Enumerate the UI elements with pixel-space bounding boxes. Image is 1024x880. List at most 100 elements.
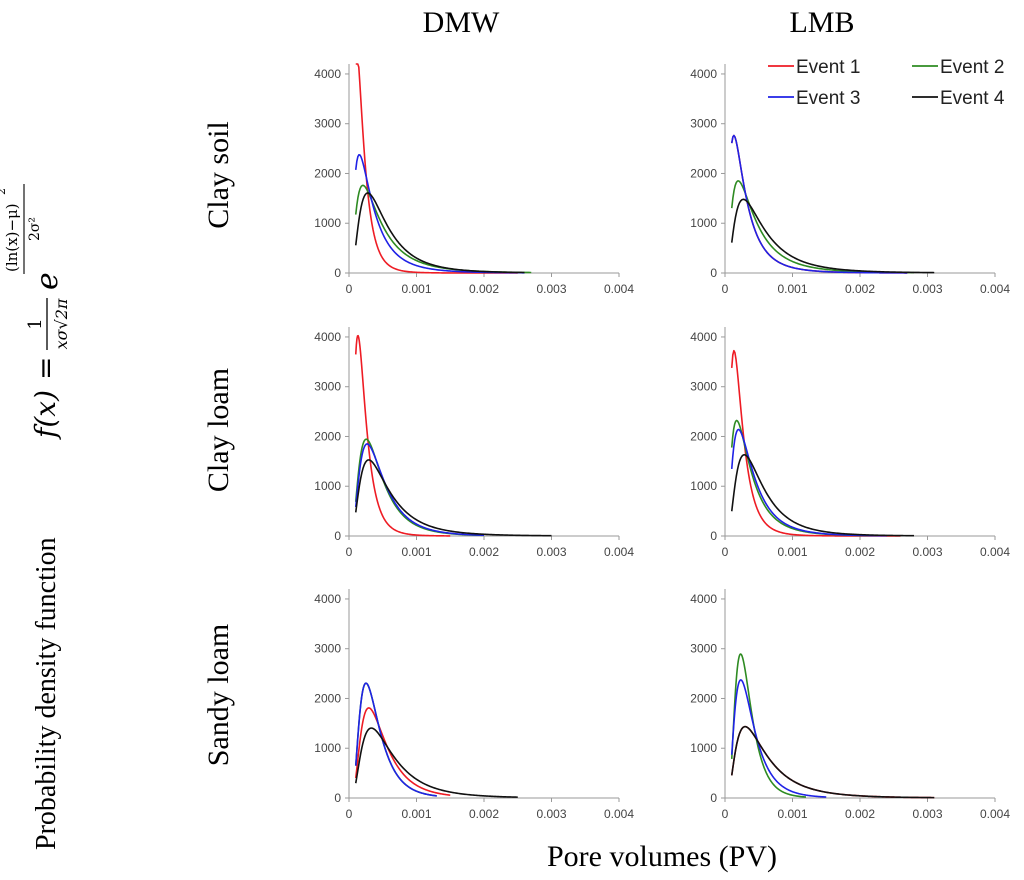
formula-equals: =	[29, 357, 62, 380]
x-tick-label: 0.002	[845, 282, 875, 296]
panel-lmb-clay-loam: 0 1000 2000 3000 4000 0 0.001 0.002 0.003 0.004	[690, 327, 1010, 559]
y-tick-label: 4000	[314, 67, 341, 81]
series-line-event-4-lmb-sandy-loam	[730, 725, 935, 799]
y-tick-label: 4000	[314, 330, 341, 344]
x-tick-label: 0.003	[912, 282, 942, 296]
y-tick-label: 4000	[314, 592, 341, 606]
y-tick-label: 2000	[690, 429, 717, 443]
series-line-event-4-lmb-clay-soil	[730, 198, 935, 274]
x-tick-label: 0.004	[980, 545, 1010, 559]
y-tick-label: 3000	[690, 642, 717, 656]
series-line-event-2-dmw-clay-soil	[354, 184, 532, 274]
x-tick-label: 0.003	[912, 807, 942, 821]
y-tick-label: 1000	[690, 216, 717, 230]
y-axis-label: Probability density function f(x) = 1 xσ…	[0, 184, 71, 850]
y-tick-label: 2000	[690, 166, 717, 180]
y-tick-label: 4000	[690, 592, 717, 606]
x-tick-label: 0.003	[912, 545, 942, 559]
y-tick-label: 4000	[690, 330, 717, 344]
panel-dmw-clay-loam: 0 1000 2000 3000 4000 0 0.001 0.002 0.003 0.004	[314, 327, 634, 559]
formula-base-e: e	[30, 272, 65, 290]
y-tick-label: 1000	[314, 216, 341, 230]
x-tick-label: 0.003	[536, 807, 566, 821]
x-tick-label: 0.002	[845, 545, 875, 559]
y-tick-label: 0	[334, 529, 341, 543]
panel-dmw-clay-soil: 0 1000 2000 3000 4000 0 0.001 0.002 0.003 0.004	[314, 63, 634, 296]
x-tick-label: 0.002	[469, 282, 499, 296]
formula-lhs: f(x)	[29, 390, 62, 440]
row-label-clay-soil: Clay soil	[202, 121, 235, 229]
x-tick-label: 0.004	[604, 282, 634, 296]
column-title-lmb: LMB	[789, 6, 854, 39]
panel-lmb-clay-soil: 0 1000 2000 3000 4000 0 0.001 0.002 0.003 0.004	[690, 64, 1010, 296]
series-line-event-4-dmw-sandy-loam	[354, 727, 518, 798]
series-line-event-3-lmb-clay-soil	[730, 134, 908, 274]
row-label-sandy-loam: Sandy loam	[202, 624, 235, 767]
series-line-event-3-dmw-sandy-loam	[354, 682, 438, 797]
legend-label-event-3: Event 3	[796, 88, 860, 109]
x-tick-label: 0	[346, 545, 353, 559]
x-tick-label: 0	[722, 282, 729, 296]
formula-numerator: 1	[25, 318, 46, 329]
x-tick-label: 0.004	[604, 807, 634, 821]
x-tick-label: 0.004	[980, 807, 1010, 821]
x-tick-label: 0.001	[777, 282, 807, 296]
y-tick-label: 0	[710, 266, 717, 280]
y-tick-label: 1000	[314, 741, 341, 755]
panel-dmw-sandy-loam: 0 1000 2000 3000 4000 0 0.001 0.002 0.003 0.004	[314, 589, 634, 821]
y-tick-label: 2000	[314, 691, 341, 705]
series-line-event-4-lmb-clay-loam	[730, 453, 915, 537]
panel-lmb-sandy-loam: 0 1000 2000 3000 4000 0 0.001 0.002 0.003 0.004	[690, 589, 1010, 821]
legend: Event 1 Event 2 Event 3 Event 4	[768, 57, 1005, 109]
y-tick-label: 2000	[314, 166, 341, 180]
y-axis-label-text: Probability density function	[31, 537, 62, 850]
y-tick-label: 3000	[690, 380, 717, 394]
y-tick-label: 0	[334, 791, 341, 805]
y-tick-label: 2000	[690, 691, 717, 705]
y-tick-label: 0	[710, 791, 717, 805]
y-tick-label: 3000	[314, 117, 341, 131]
x-tick-label: 0	[722, 807, 729, 821]
series-line-event-1-lmb-clay-loam	[730, 349, 901, 537]
series-line-event-1-lmb-clay-soil	[730, 134, 908, 274]
x-tick-label: 0.001	[777, 807, 807, 821]
series-line-event-2-lmb-sandy-loam	[730, 653, 807, 798]
formula-denominator: xσ√2π	[52, 298, 71, 349]
x-tick-label: 0.001	[401, 282, 431, 296]
formula-exp-numerator: (ln(x)−μ)	[3, 203, 21, 272]
x-tick-label: 0.001	[401, 545, 431, 559]
series-line-event-2-dmw-sandy-loam	[354, 682, 438, 797]
x-tick-label: 0.002	[469, 545, 499, 559]
x-tick-label: 0.002	[469, 807, 499, 821]
series-line-event-4-dmw-clay-loam	[354, 459, 552, 537]
series-line-event-1-dmw-clay-soil	[355, 63, 518, 274]
series-line-event-3-lmb-sandy-loam	[730, 679, 827, 798]
legend-label-event-2: Event 2	[940, 57, 1004, 78]
y-tick-label: 1000	[690, 479, 717, 493]
x-tick-label: 0.001	[777, 545, 807, 559]
series-line-event-3-dmw-clay-loam	[354, 443, 485, 537]
x-tick-label: 0	[346, 282, 353, 296]
x-tick-label: 0	[346, 807, 353, 821]
legend-label-event-4: Event 4	[940, 88, 1005, 109]
y-tick-label: 0	[710, 529, 717, 543]
legend-label-event-1: Event 1	[796, 57, 860, 78]
formula-exp-power: 2	[0, 188, 8, 195]
y-tick-label: 3000	[690, 117, 717, 131]
series-line-event-1-dmw-sandy-loam	[354, 707, 451, 796]
y-tick-label: 1000	[690, 741, 717, 755]
formula-exp-denominator: 2σ²	[27, 217, 43, 241]
series-line-event-1-dmw-clay-loam	[354, 334, 451, 537]
y-tick-label: 4000	[690, 67, 717, 81]
x-tick-label: 0.003	[536, 282, 566, 296]
x-tick-label: 0.001	[401, 807, 431, 821]
row-label-clay-loam: Clay loam	[202, 368, 235, 492]
x-tick-label: 0.002	[845, 807, 875, 821]
x-tick-label: 0	[722, 545, 729, 559]
x-tick-label: 0.004	[980, 282, 1010, 296]
y-tick-label: 3000	[314, 380, 341, 394]
y-tick-label: 3000	[314, 642, 341, 656]
x-tick-label: 0.004	[604, 545, 634, 559]
x-axis-label: Pore volumes (PV)	[547, 840, 777, 873]
